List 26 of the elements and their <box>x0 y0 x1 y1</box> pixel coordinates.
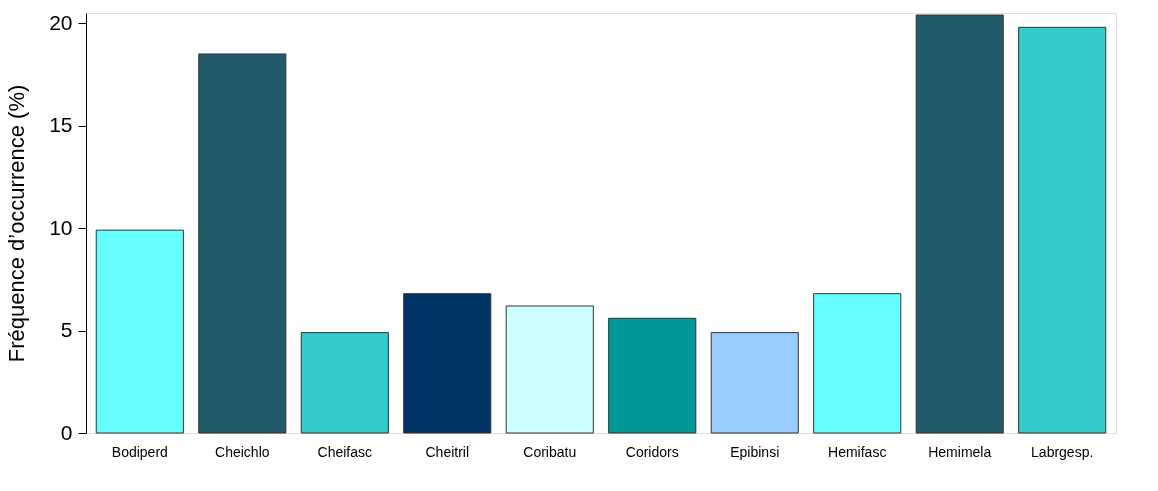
bar <box>1018 26 1107 434</box>
y-axis-title: Fréquence d’occurrence (%) <box>4 84 30 363</box>
x-tick-label: Epibinsi <box>730 443 780 460</box>
bar <box>608 317 697 434</box>
bar <box>813 293 902 434</box>
bar <box>95 229 184 434</box>
x-tick-label: Cheifasc <box>317 443 373 460</box>
x-tick-label: Cheitril <box>425 443 470 460</box>
y-tick-label: 0 <box>60 420 73 444</box>
bar <box>403 293 492 434</box>
x-tick-label: Coridors <box>625 443 679 460</box>
x-tick-label: Cheichlo <box>215 443 270 460</box>
y-tick-label: 10 <box>49 215 73 239</box>
x-tick-label: Bodiperd <box>111 443 168 460</box>
bar <box>505 305 594 434</box>
bar <box>198 53 287 434</box>
bar <box>710 332 799 434</box>
y-tick-label: 15 <box>49 113 73 137</box>
y-tick-label: 20 <box>49 10 73 34</box>
x-tick-label: Hemifasc <box>828 443 887 460</box>
x-tick-label: Hemimela <box>928 443 992 460</box>
x-tick-label: Coribatu <box>523 443 577 460</box>
bar <box>300 332 389 434</box>
y-tick-label: 5 <box>60 318 73 342</box>
x-tick-label: Labrgesp. <box>1031 443 1094 460</box>
bar <box>915 14 1004 434</box>
